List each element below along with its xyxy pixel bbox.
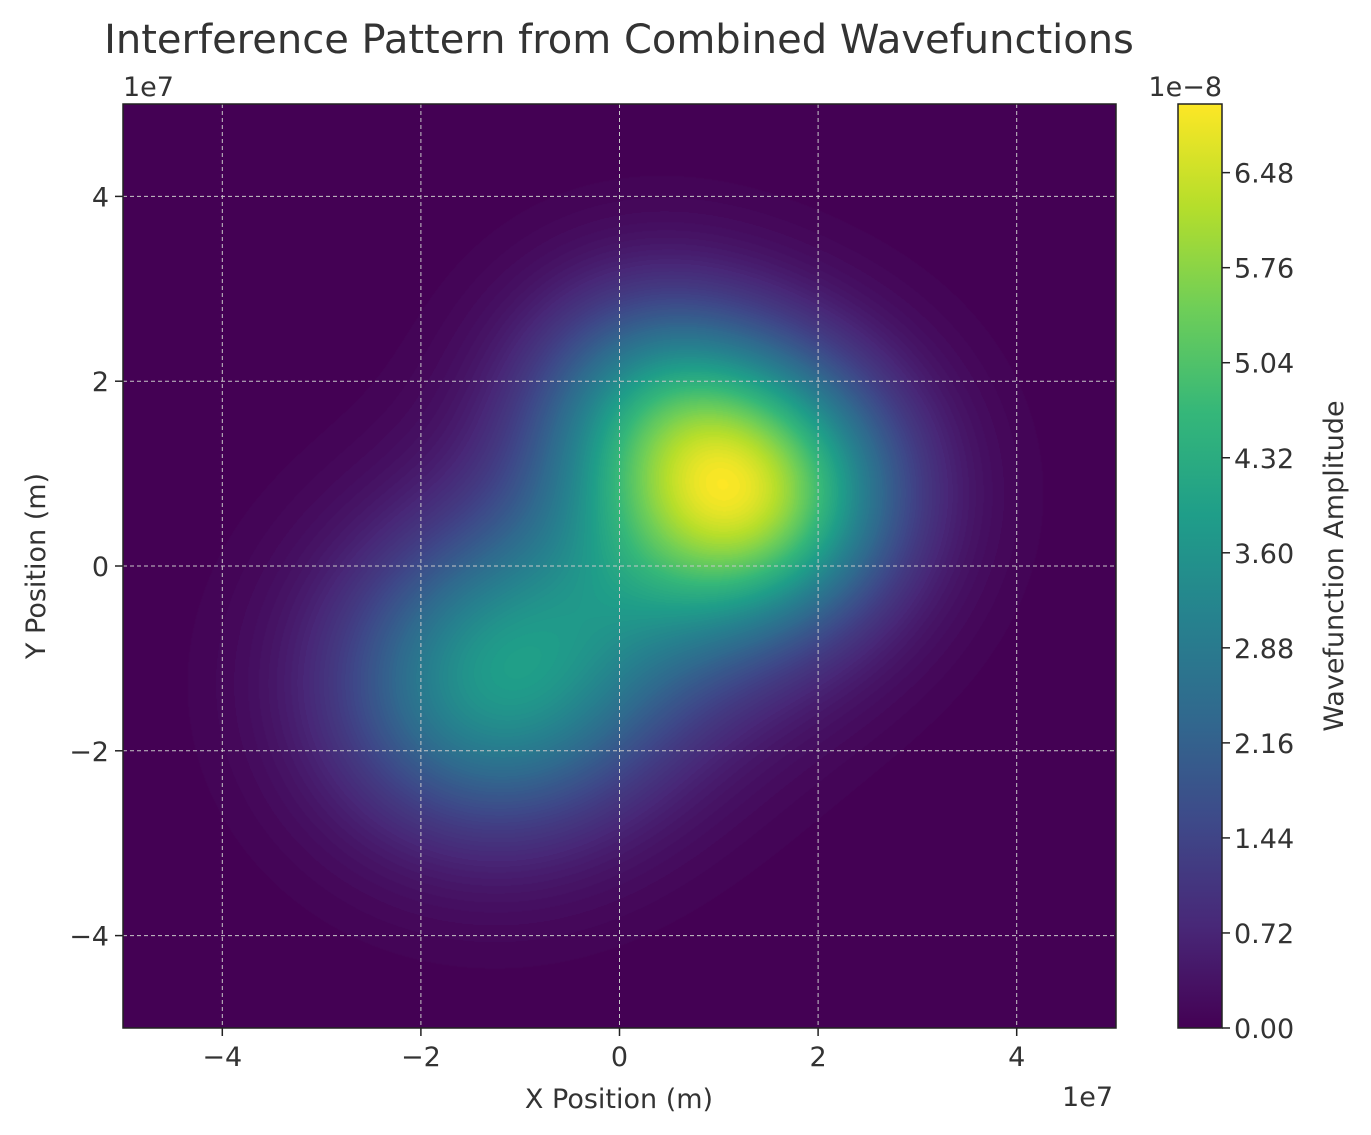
colorbar-tick-label: 3.60 — [1234, 539, 1294, 570]
colorbar-tick-label: 4.32 — [1234, 444, 1294, 475]
y-axis-label: Y Position (m) — [21, 473, 52, 660]
x-tick-label: 4 — [1008, 1042, 1025, 1073]
x-tick-label: 0 — [611, 1042, 628, 1073]
colorbar-tick-label: 2.88 — [1234, 634, 1294, 665]
y-tick-label: 0 — [92, 552, 109, 583]
colorbar-tick-label: 6.48 — [1234, 159, 1294, 190]
y-tick-label: 2 — [92, 367, 109, 398]
y-offset-label: 1e7 — [123, 72, 174, 103]
y-tick-label: 4 — [92, 182, 109, 213]
colorbar-tick-label: 0.00 — [1234, 1014, 1294, 1045]
colorbar-tick-label: 5.04 — [1234, 349, 1294, 380]
x-tick-label: 2 — [810, 1042, 827, 1073]
colorbar-tick-label: 5.76 — [1234, 254, 1294, 285]
y-tick-label: −4 — [69, 922, 109, 953]
grid-lines — [123, 104, 1116, 1028]
chart-title: Interference Pattern from Combined Wavef… — [104, 17, 1134, 63]
x-offset-label: 1e7 — [1062, 1082, 1113, 1113]
colorbar — [1177, 103, 1223, 1029]
y-tick-label: −2 — [69, 737, 109, 768]
colorbar-tick-label: 1.44 — [1234, 824, 1294, 855]
colorbar-axis: 0.00 0.72 1.44 2.16 2.88 3.60 4.32 5.04 5.76 6.48 — [1222, 159, 1294, 1045]
x-tick-label: −4 — [202, 1042, 242, 1073]
colorbar-tick-label: 2.16 — [1234, 729, 1294, 760]
colorbar-tick-label: 0.72 — [1234, 919, 1294, 950]
x-tick-label: −2 — [401, 1042, 441, 1073]
colorbar-label: Wavefunction Amplitude — [1319, 400, 1350, 731]
colorbar-offset-label: 1e−8 — [1148, 72, 1222, 103]
y-axis: −4 −2 0 2 4 — [69, 182, 123, 953]
x-axis: −4 −2 0 2 4 — [202, 1028, 1025, 1073]
x-axis-label: X Position (m) — [525, 1084, 713, 1115]
